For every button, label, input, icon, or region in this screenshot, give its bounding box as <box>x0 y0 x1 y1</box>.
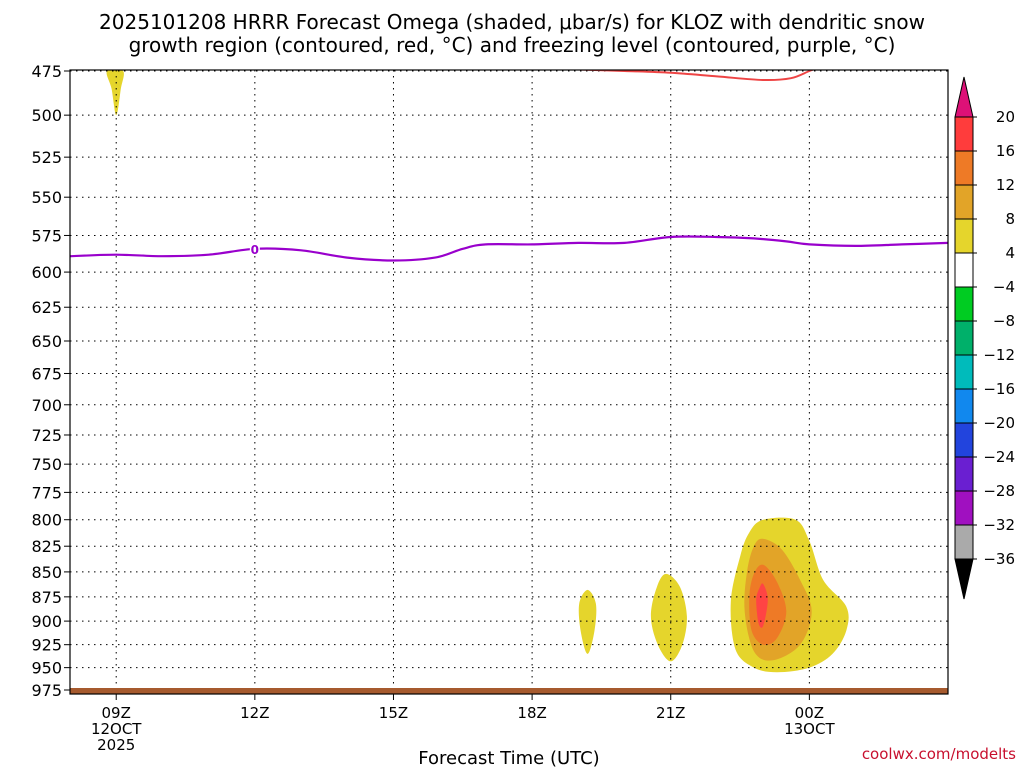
y-tick-label-700: 700 <box>31 396 62 415</box>
colorbar-label-2: 12 <box>996 176 1015 194</box>
colorbar-label-7: −12 <box>983 346 1015 364</box>
y-tick-label-875: 875 <box>31 588 62 607</box>
grid-lines <box>70 70 948 694</box>
x-tick-label-9-2: 2025 <box>97 736 135 754</box>
x-tick-label-9-1: 12OCT <box>91 720 142 738</box>
colorbar-swatch-8 <box>954 388 974 424</box>
omega-region-12-5 <box>749 564 787 646</box>
plot-area: 0 <box>70 70 948 694</box>
credit-text: coolwx.com/modelts <box>862 745 1016 763</box>
colorbar-swatch-3 <box>954 218 974 254</box>
y-tick-label-550: 550 <box>31 188 62 207</box>
colorbar-label-9: −20 <box>983 414 1015 432</box>
x-tick-label-9-0: 09Z <box>102 704 131 722</box>
x-tick-label-24-1: 13OCT <box>784 720 835 738</box>
y-tick-label-900: 900 <box>31 612 62 631</box>
y-tick-label-725: 725 <box>31 426 62 445</box>
colorbar-label-1: 16 <box>996 142 1015 160</box>
freezing-level-label: 0 <box>251 243 259 257</box>
colorbar-swatch-4 <box>954 252 974 288</box>
colorbar-swatch-9 <box>954 422 974 458</box>
colorbar-label-4: 4 <box>1005 244 1015 262</box>
x-tick-label-21-0: 21Z <box>656 704 685 722</box>
y-tick-label-775: 775 <box>31 483 62 502</box>
y-tick-label-600: 600 <box>31 263 62 282</box>
plot-frame <box>69 69 949 695</box>
colorbar-label-11: −28 <box>983 482 1015 500</box>
colorbar-label-8: −16 <box>983 380 1015 398</box>
colorbar-swatch-2 <box>954 184 974 220</box>
y-tick-label-475: 475 <box>31 62 62 81</box>
y-tick-label-575: 575 <box>31 226 62 245</box>
colorbar-label-6: −8 <box>993 312 1015 330</box>
y-tick-label-750: 750 <box>31 455 62 474</box>
omega-region-4-2 <box>650 573 687 662</box>
y-tick-label-675: 675 <box>31 364 62 383</box>
ground-level-bar <box>70 688 948 694</box>
freezing-level-line <box>70 235 948 262</box>
colorbar-swatch-7 <box>954 354 974 390</box>
chart-title-line2: growth region (contoured, red, °C) and f… <box>129 33 896 57</box>
y-tick-label-800: 800 <box>31 511 62 530</box>
omega-region-16-6 <box>756 583 768 628</box>
colorbar-bottom-arrow <box>954 558 974 600</box>
contour-lines: 0 <box>70 70 948 262</box>
chart-title-line1: 2025101208 HRRR Forecast Omega (shaded, … <box>99 10 925 34</box>
colorbar-swatch-0 <box>954 116 974 152</box>
x-axis-label: Forecast Time (UTC) <box>418 748 599 768</box>
dgz-contour-line <box>562 70 815 82</box>
colorbar-top-arrow <box>954 76 974 118</box>
y-tick-label-950: 950 <box>31 659 62 678</box>
y-tick-label-825: 825 <box>31 537 62 556</box>
colorbar-swatch-6 <box>954 320 974 356</box>
colorbar-swatch-11 <box>954 490 974 526</box>
omega-shading <box>106 70 849 673</box>
y-tick-label-975: 975 <box>31 681 62 700</box>
x-tick-label-12-0: 12Z <box>240 704 269 722</box>
y-axis: 475 500 525 550 575 600 625 650 675 700 725 750 775 8… <box>31 62 70 700</box>
x-tick-label-18-0: 18Z <box>517 704 546 722</box>
colorbar-label-10: −24 <box>983 448 1015 466</box>
x-tick-label-15-0: 15Z <box>379 704 408 722</box>
y-tick-label-500: 500 <box>31 106 62 125</box>
x-tick-label-24-0: 00Z <box>795 704 824 722</box>
colorbar-label-12: −32 <box>983 516 1015 534</box>
colorbar-swatch-10 <box>954 456 974 492</box>
colorbar-label-0: 20 <box>996 108 1015 126</box>
y-tick-label-625: 625 <box>31 298 62 317</box>
colorbar-label-3: 8 <box>1005 210 1015 228</box>
colorbar-label-5: −4 <box>993 278 1015 296</box>
freezing-level-label-bg <box>249 241 260 256</box>
colorbar-swatch-1 <box>954 150 974 186</box>
omega-region-4-1 <box>578 589 597 654</box>
omega-region-4-0 <box>106 70 124 116</box>
y-tick-label-850: 850 <box>31 563 62 582</box>
colorbar-swatch-5 <box>954 286 974 322</box>
y-tick-label-650: 650 <box>31 332 62 351</box>
colorbar-label-13: −36 <box>983 550 1015 568</box>
y-tick-label-925: 925 <box>31 636 62 655</box>
colorbar: 20 16 12 8 4 −4 −8 −12 −16 −20 −24 −28 −32 −36 <box>954 76 1015 600</box>
colorbar-swatch-12 <box>954 524 974 560</box>
y-tick-label-525: 525 <box>31 148 62 167</box>
